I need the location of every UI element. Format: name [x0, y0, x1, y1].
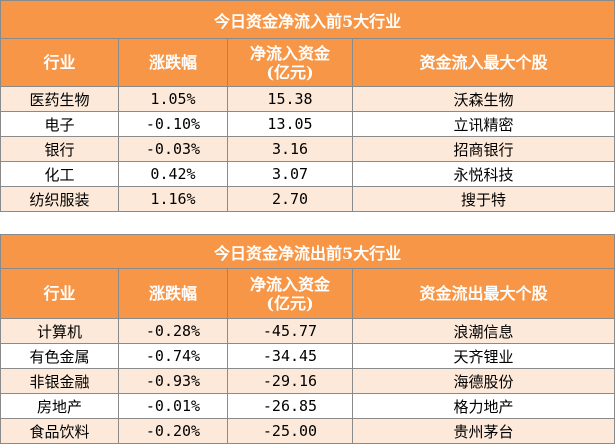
top-stock-cell: 招商银行 [351, 136, 615, 162]
table-row: 电子 -0.10% 13.05 立讯精密 [0, 111, 615, 137]
net-flow-cell: -45.77 [227, 318, 353, 344]
net-flow-cell: 2.70 [227, 186, 353, 212]
table-row: 医药生物 1.05% 15.38 沃森生物 [0, 86, 615, 112]
industry-cell: 食品饮料 [0, 418, 119, 444]
change-cell: -0.01% [118, 393, 228, 419]
net-flow-cell: 15.38 [227, 86, 353, 112]
inflow-header-net-flow: 净流入资金 (亿元) [227, 38, 353, 87]
change-cell: 1.05% [118, 86, 228, 112]
table-row: 化工 0.42% 3.07 永悦科技 [0, 161, 615, 187]
inflow-table: 今日资金净流入前5大行业 行业 涨跌幅 净流入资金 (亿元) 资金流入最大个股 … [0, 0, 615, 212]
net-flow-cell: -34.45 [227, 343, 353, 369]
top-stock-cell: 沃森生物 [351, 86, 615, 112]
industry-cell: 医药生物 [0, 86, 119, 112]
table-row: 纺织服装 1.16% 2.70 搜于特 [0, 186, 615, 212]
change-cell: -0.03% [118, 136, 228, 162]
top-stock-cell: 天齐锂业 [351, 343, 615, 369]
top-stock-cell: 贵州茅台 [351, 418, 615, 444]
table-row: 有色金属 -0.74% -34.45 天齐锂业 [0, 343, 615, 369]
industry-cell: 纺织服装 [0, 186, 119, 212]
top-stock-cell: 格力地产 [351, 393, 615, 419]
table-row: 食品饮料 -0.20% -25.00 贵州茅台 [0, 418, 615, 444]
change-cell: -0.20% [118, 418, 228, 444]
outflow-table: 今日资金净流出前5大行业 行业 涨跌幅 净流入资金 (亿元) 资金流出最大个股 … [0, 234, 615, 444]
change-cell: -0.93% [118, 368, 228, 394]
change-cell: 1.16% [118, 186, 228, 212]
industry-cell: 房地产 [0, 393, 119, 419]
top-stock-cell: 搜于特 [351, 186, 615, 212]
change-cell: 0.42% [118, 161, 228, 187]
industry-cell: 化工 [0, 161, 119, 187]
industry-cell: 非银金融 [0, 368, 119, 394]
net-flow-cell: -26.85 [227, 393, 353, 419]
industry-cell: 有色金属 [0, 343, 119, 369]
net-flow-cell: -29.16 [227, 368, 353, 394]
net-flow-cell: -25.00 [227, 418, 353, 444]
industry-cell: 银行 [0, 136, 119, 162]
industry-cell: 计算机 [0, 318, 119, 344]
change-cell: -0.74% [118, 343, 228, 369]
net-flow-cell: 3.07 [227, 161, 353, 187]
outflow-header-industry: 行业 [0, 268, 119, 319]
industry-cell: 电子 [0, 111, 119, 137]
top-stock-cell: 浪潮信息 [351, 318, 615, 344]
inflow-header-change: 涨跌幅 [118, 38, 228, 87]
inflow-header-top-stock: 资金流入最大个股 [351, 38, 615, 87]
outflow-header-net-flow: 净流入资金 (亿元) [227, 268, 353, 319]
change-cell: -0.28% [118, 318, 228, 344]
table-row: 计算机 -0.28% -45.77 浪潮信息 [0, 318, 615, 344]
outflow-header-top-stock: 资金流出最大个股 [351, 268, 615, 319]
inflow-header-industry: 行业 [0, 38, 119, 87]
table-row: 非银金融 -0.93% -29.16 海德股份 [0, 368, 615, 394]
top-stock-cell: 永悦科技 [351, 161, 615, 187]
top-stock-cell: 海德股份 [351, 368, 615, 394]
inflow-table-title: 今日资金净流入前5大行业 [0, 0, 615, 39]
net-flow-cell: 13.05 [227, 111, 353, 137]
table-row: 银行 -0.03% 3.16 招商银行 [0, 136, 615, 162]
change-cell: -0.10% [118, 111, 228, 137]
outflow-header-change: 涨跌幅 [118, 268, 228, 319]
top-stock-cell: 立讯精密 [351, 111, 615, 137]
outflow-table-title: 今日资金净流出前5大行业 [0, 234, 615, 269]
table-row: 房地产 -0.01% -26.85 格力地产 [0, 393, 615, 419]
net-flow-cell: 3.16 [227, 136, 353, 162]
